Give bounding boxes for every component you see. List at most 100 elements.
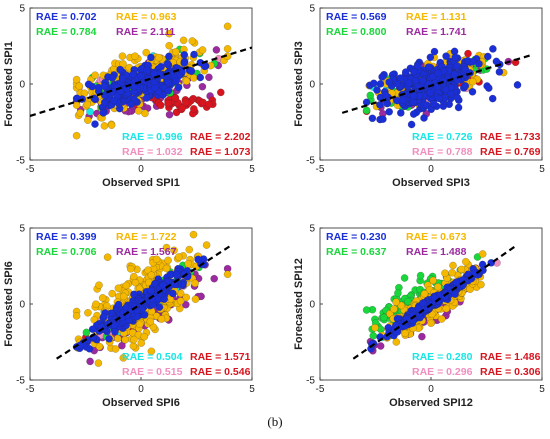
x-tick-label: 0 [138,164,144,175]
figure-caption: (b) [267,414,283,429]
y-tick-label: -5 [16,376,25,387]
scatter-point [114,284,123,292]
scatter-point [392,298,400,306]
scatter-point [475,60,483,68]
scatter-point [442,304,451,313]
scatter-point [362,106,371,115]
scatter-point [164,256,172,265]
y-axis-label: Forecasted SPI3 [293,41,305,127]
scatter-point [434,283,442,291]
scatter-point [489,45,497,53]
scatter-point [185,245,194,254]
scatter-point [126,265,135,273]
scatter-point [453,93,462,102]
y-tick-label: -5 [306,156,315,167]
scatter-point [447,90,455,98]
scatter-point [416,271,425,280]
rae-label: RAE = 0.769 [480,146,541,158]
scatter-point [111,345,120,353]
x-axis-label: Observed SPI1 [102,177,180,189]
scatter-point [468,57,477,66]
scatter-point [378,73,386,81]
scatter-point [451,290,459,298]
rae-label: RAE = 0.963 [116,11,177,23]
scatter-point [131,52,139,60]
scatter-point [157,101,165,110]
scatter-point [100,98,109,107]
scatter-point [435,94,443,103]
scatter-point [513,81,522,89]
scatter-point [196,73,205,82]
points-layer [362,250,501,355]
scatter-point [210,274,218,283]
scatter-point [461,82,470,90]
y-tick-label: 5 [19,4,25,15]
rae-label: RAE = 0.726 [412,131,473,143]
scatter-point [142,48,150,57]
scatter-point [426,53,435,62]
scatter-point [366,91,375,100]
scatter-point [376,342,385,350]
rae-label: RAE = 0.996 [122,131,183,143]
scatter-point [418,332,426,341]
scatter-point [110,96,118,105]
x-tick-label: 5 [539,164,545,175]
scatter-point [105,335,113,343]
y-tick-label: 0 [309,300,315,311]
scatter-point [191,295,200,303]
rae-label: RAE = 0.546 [190,366,251,378]
scatter-point [187,67,196,75]
scatter-point [82,328,91,337]
scatter-point [205,100,213,109]
scatter-point [85,345,94,353]
x-tick-label: -5 [316,384,325,395]
rae-label: RAE = 2.202 [190,131,251,143]
scatter-point [383,99,391,108]
x-tick-label: 0 [428,384,434,395]
scatter-point [188,37,197,45]
scatter-point [164,78,172,87]
scatter-point [368,114,377,123]
scatter-point [157,62,165,71]
scatter-point [155,303,164,311]
y-tick-label: -5 [16,156,25,167]
scatter-point [371,324,379,332]
scatter-point [151,84,159,92]
rae-label: RAE = 0.306 [480,366,541,378]
scatter-point [137,72,145,80]
x-axis-label: Observed SPI12 [389,397,473,409]
scatter-point [118,74,127,83]
y-tick-label: 0 [309,80,315,91]
scatter-point [190,50,198,59]
scatter-panel-2: -5 0 5 -5 0 5 Observed SPI3 Forecasted SPI3 RAE … [293,4,545,190]
scatter-point [107,121,116,129]
x-axis-label: Observed SPI6 [102,397,180,409]
scatter-point [223,45,232,53]
scatter-point [189,230,198,239]
rae-label: RAE = 0.706 [36,246,97,258]
scatter-point [173,271,181,279]
y-tick-label: 5 [309,4,315,15]
rae-label: RAE = 0.637 [326,246,387,258]
scatter-point [100,82,109,91]
points-layer [72,230,232,367]
scatter-point [103,253,112,261]
scatter-point [72,312,81,320]
scatter-point [198,46,207,54]
scatter-point [451,53,460,62]
scatter-point [182,98,190,107]
scatter-point [468,88,477,96]
scatter-point [379,115,387,123]
scatter-point [452,278,461,286]
rae-label: RAE = 0.504 [122,351,183,363]
scatter-point [194,255,202,264]
scatter-point [147,347,156,356]
y-tick-label: 0 [19,300,25,311]
rae-label: RAE = 0.280 [412,351,473,363]
scatter-point [401,68,410,76]
scatter-point [178,104,187,112]
scatter-point [130,335,138,344]
scatter-point [373,86,381,94]
reference-line [341,54,532,114]
scatter-point [108,289,116,298]
